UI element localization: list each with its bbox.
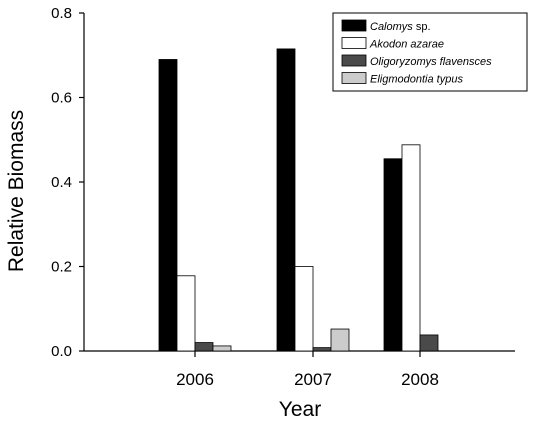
legend-series-name: Calomys xyxy=(370,21,413,33)
bar xyxy=(330,328,350,352)
legend-label: Akodon azarae xyxy=(369,39,444,51)
legend-swatch xyxy=(341,54,367,67)
x-ticks: 2006 2007 2008 xyxy=(176,351,439,389)
y-ticks: 0.0 0.2 0.4 0.6 0.8 xyxy=(51,5,84,360)
legend-series-name: Akodon azarae xyxy=(369,39,444,51)
bar xyxy=(176,275,196,352)
bar xyxy=(294,266,314,352)
legend-series-name: Oligoryzomys flavensces xyxy=(370,56,492,68)
y-tick-label: 0.6 xyxy=(51,90,72,107)
legend-swatch xyxy=(341,19,367,32)
x-tick-label: 2008 xyxy=(401,370,439,389)
legend: Calomys sp. Akodon azarae Oligoryzomys fla… xyxy=(332,12,528,92)
y-tick-label: 0.2 xyxy=(51,259,72,276)
x-axis-title: Year xyxy=(279,398,321,421)
y-tick-label: 0.8 xyxy=(51,5,72,22)
bar xyxy=(312,347,332,352)
legend-series-name: Eligmodontia typus xyxy=(370,74,463,86)
bar xyxy=(158,59,178,352)
bars xyxy=(158,48,439,352)
legend-swatch xyxy=(341,37,367,49)
bar xyxy=(383,158,403,352)
x-tick-label: 2006 xyxy=(176,370,214,389)
legend-label: Calomys sp. xyxy=(370,21,431,33)
y-tick-label: 0.4 xyxy=(51,174,72,191)
x-tick-label: 2007 xyxy=(294,370,332,389)
bar xyxy=(212,345,232,352)
bar xyxy=(276,48,296,352)
bar xyxy=(401,144,421,352)
bar xyxy=(419,334,439,352)
y-axis-title: Relative Biomass xyxy=(5,110,28,272)
bar xyxy=(194,342,214,352)
legend-label: Oligoryzomys flavensces xyxy=(370,56,492,68)
legend-label: Eligmodontia typus xyxy=(370,74,463,86)
legend-series-suffix: sp. xyxy=(413,21,431,33)
y-tick-label: 0.0 xyxy=(51,343,72,360)
legend-swatch xyxy=(341,72,367,84)
